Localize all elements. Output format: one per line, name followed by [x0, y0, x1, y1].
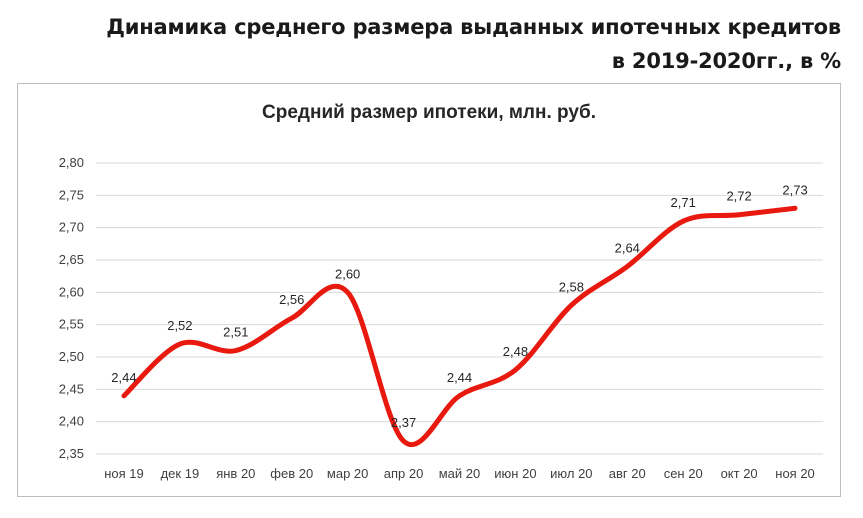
data-point: [290, 316, 294, 320]
y-tick-label: 2,75: [59, 187, 84, 202]
data-point: [122, 394, 126, 398]
x-tick-label: окт 20: [721, 466, 758, 481]
x-tick-label: май 20: [439, 466, 481, 481]
y-tick-label: 2,80: [59, 155, 84, 170]
data-label: 2,56: [279, 292, 304, 307]
y-tick-label: 2,35: [59, 446, 84, 461]
data-point: [234, 349, 238, 353]
page-heading: Динамика среднего размера выданных ипоте…: [106, 10, 841, 78]
x-tick-label: мар 20: [327, 466, 368, 481]
data-label: 2,72: [726, 189, 751, 204]
x-tick-label: сен 20: [664, 466, 703, 481]
chart-title: Средний размер ипотеки, млн. руб.: [262, 102, 596, 123]
data-label: 2,58: [559, 279, 584, 294]
data-label: 2,48: [503, 344, 528, 359]
x-tick-label: апр 20: [384, 466, 424, 481]
data-label: 2,51: [223, 325, 248, 340]
data-point: [402, 439, 406, 443]
series-line: [121, 205, 798, 447]
data-point: [625, 264, 629, 268]
x-tick-label: авг 20: [609, 466, 646, 481]
data-point: [513, 368, 517, 372]
y-tick-label: 2,40: [59, 414, 84, 429]
data-point: [793, 206, 797, 210]
x-tick-label: ноя 19: [104, 466, 144, 481]
line-chart: 2,35 2,40 2,45 2,50 2,55 2,60 2,65 2,70 2,75 2,80…: [59, 155, 823, 481]
chart-container: Средний размер ипотеки, млн. руб. 2,35 2,…: [17, 83, 841, 497]
data-label: 2,52: [167, 318, 192, 333]
data-label: 2,60: [335, 266, 360, 281]
data-label: 2,44: [111, 370, 136, 385]
data-label: 2,71: [671, 195, 696, 210]
data-point: [458, 394, 462, 398]
data-point: [178, 342, 182, 346]
data-point: [737, 213, 741, 217]
data-point: [681, 219, 685, 223]
data-point: [346, 290, 350, 294]
x-tick-label: янв 20: [216, 466, 255, 481]
data-label: 2,37: [391, 415, 416, 430]
data-point: [569, 303, 573, 307]
y-tick-label: 2,50: [59, 349, 84, 364]
data-label: 2,44: [447, 370, 472, 385]
x-tick-label: июл 20: [550, 466, 592, 481]
data-label: 2,73: [782, 182, 807, 197]
page-heading-line2: в 2019-2020гг., в %: [611, 49, 841, 73]
x-tick-label: ноя 20: [775, 466, 815, 481]
page-heading-line1: Динамика среднего размера выданных ипоте…: [106, 15, 841, 39]
data-label: 2,64: [615, 240, 640, 255]
y-tick-label: 2,65: [59, 252, 84, 267]
y-tick-label: 2,55: [59, 317, 84, 332]
x-tick-label: дек 19: [161, 466, 200, 481]
x-tick-label: фев 20: [270, 466, 313, 481]
y-tick-label: 2,45: [59, 381, 84, 396]
y-tick-label: 2,60: [59, 284, 84, 299]
x-tick-label: июн 20: [494, 466, 536, 481]
y-tick-label: 2,70: [59, 220, 84, 235]
